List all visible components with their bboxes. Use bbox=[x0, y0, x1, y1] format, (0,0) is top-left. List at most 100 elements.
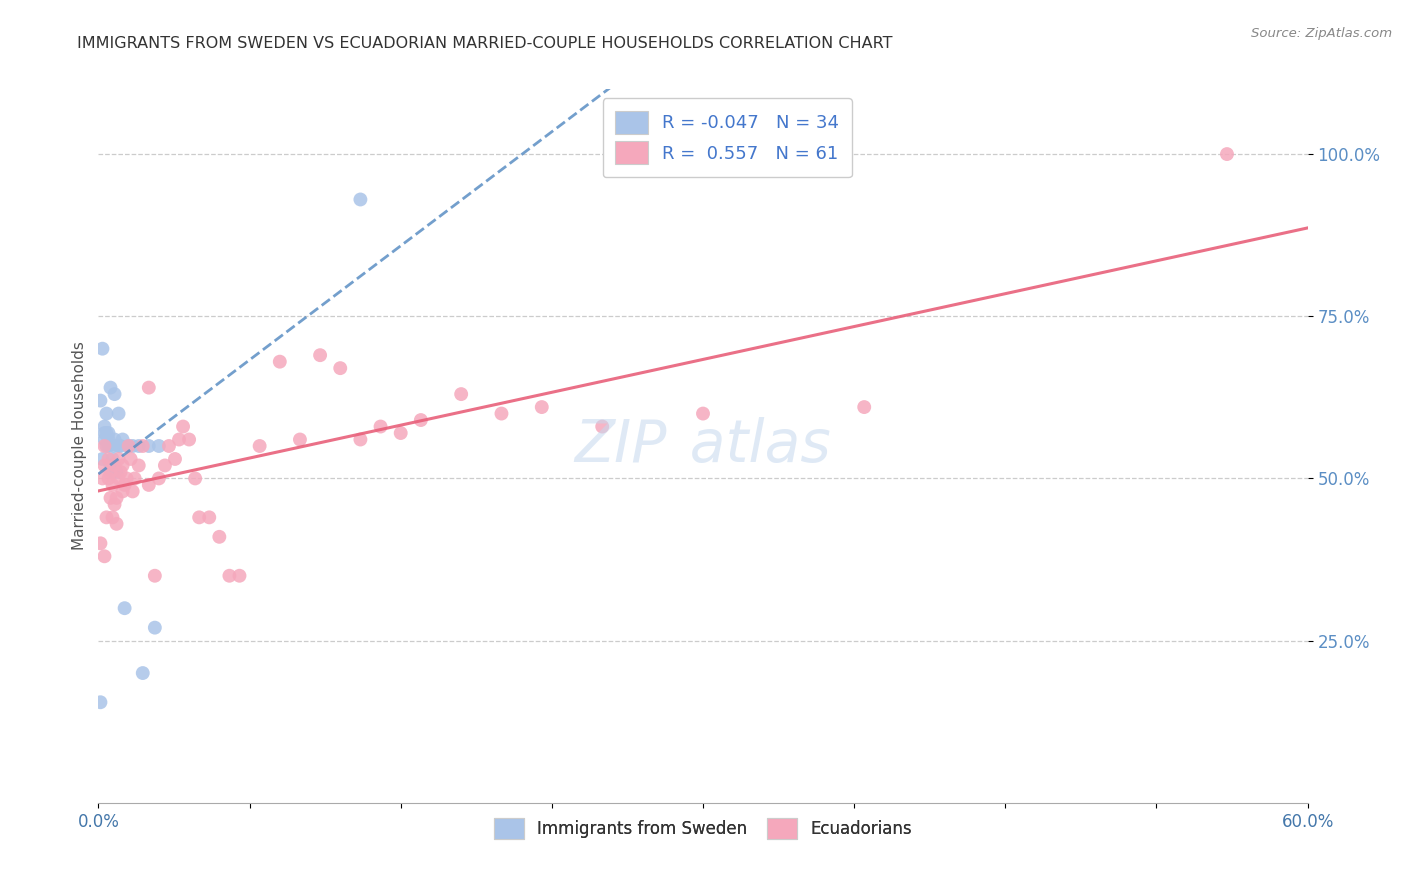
Point bbox=[118, 439, 141, 453]
Point bbox=[148, 439, 170, 453]
Point bbox=[114, 601, 136, 615]
Point bbox=[103, 387, 125, 401]
Point bbox=[228, 568, 250, 582]
Text: IMMIGRANTS FROM SWEDEN VS ECUADORIAN MARRIED-COUPLE HOUSEHOLDS CORRELATION CHART: IMMIGRANTS FROM SWEDEN VS ECUADORIAN MAR… bbox=[77, 36, 893, 51]
Point bbox=[179, 433, 201, 447]
Point bbox=[103, 433, 125, 447]
Point bbox=[143, 568, 166, 582]
Point bbox=[409, 413, 432, 427]
Text: Source: ZipAtlas.com: Source: ZipAtlas.com bbox=[1251, 27, 1392, 40]
Point bbox=[96, 510, 118, 524]
Point bbox=[121, 484, 143, 499]
Point bbox=[96, 407, 118, 421]
Point bbox=[93, 425, 115, 440]
Point bbox=[198, 510, 221, 524]
Legend: Immigrants from Sweden, Ecuadorians: Immigrants from Sweden, Ecuadorians bbox=[486, 811, 920, 846]
Point bbox=[93, 458, 115, 473]
Point bbox=[530, 400, 553, 414]
Point bbox=[101, 465, 124, 479]
Point bbox=[491, 407, 513, 421]
Point bbox=[100, 491, 122, 505]
Point bbox=[269, 354, 291, 368]
Point bbox=[128, 458, 150, 473]
Point bbox=[208, 530, 231, 544]
Point bbox=[105, 516, 128, 531]
Point bbox=[692, 407, 714, 421]
Point bbox=[450, 387, 472, 401]
Point bbox=[93, 439, 115, 453]
Point bbox=[96, 425, 118, 440]
Point bbox=[100, 458, 122, 473]
Point bbox=[121, 439, 143, 453]
Point bbox=[89, 695, 111, 709]
Point bbox=[188, 510, 211, 524]
Point bbox=[97, 471, 120, 485]
Point bbox=[128, 439, 150, 453]
Y-axis label: Married-couple Households: Married-couple Households bbox=[72, 342, 87, 550]
Point bbox=[107, 452, 129, 467]
Point bbox=[89, 536, 111, 550]
Point bbox=[97, 439, 120, 453]
Point bbox=[111, 433, 134, 447]
Point bbox=[107, 471, 129, 485]
Point bbox=[370, 419, 392, 434]
Point bbox=[309, 348, 332, 362]
Point bbox=[184, 471, 207, 485]
Point bbox=[101, 452, 124, 467]
Point bbox=[103, 439, 125, 453]
Point bbox=[172, 419, 194, 434]
Point bbox=[111, 458, 134, 473]
Point bbox=[97, 452, 120, 467]
Point bbox=[591, 419, 613, 434]
Point bbox=[218, 568, 240, 582]
Point bbox=[97, 425, 120, 440]
Point bbox=[115, 471, 138, 485]
Point bbox=[389, 425, 412, 440]
Point bbox=[91, 342, 114, 356]
Point bbox=[143, 621, 166, 635]
Point bbox=[138, 478, 160, 492]
Point bbox=[148, 471, 170, 485]
Point bbox=[163, 452, 186, 467]
Point bbox=[132, 666, 155, 681]
Point bbox=[91, 471, 114, 485]
Point bbox=[107, 439, 129, 453]
Point bbox=[124, 471, 146, 485]
Point bbox=[93, 549, 115, 564]
Point bbox=[96, 439, 118, 453]
Point bbox=[114, 478, 136, 492]
Point bbox=[1216, 147, 1239, 161]
Point bbox=[288, 433, 311, 447]
Point bbox=[100, 381, 122, 395]
Point bbox=[103, 458, 125, 473]
Point bbox=[101, 478, 124, 492]
Point bbox=[89, 393, 111, 408]
Point bbox=[138, 381, 160, 395]
Point bbox=[110, 439, 132, 453]
Point bbox=[329, 361, 352, 376]
Text: ZIP  atlas: ZIP atlas bbox=[575, 417, 831, 475]
Point bbox=[349, 433, 371, 447]
Point bbox=[349, 193, 371, 207]
Point bbox=[111, 484, 134, 499]
Point bbox=[101, 510, 124, 524]
Point bbox=[120, 452, 142, 467]
Point bbox=[105, 491, 128, 505]
Point bbox=[91, 452, 114, 467]
Point bbox=[110, 465, 132, 479]
Point bbox=[157, 439, 180, 453]
Point bbox=[97, 433, 120, 447]
Point bbox=[118, 439, 141, 453]
Point bbox=[93, 419, 115, 434]
Point bbox=[853, 400, 876, 414]
Point bbox=[153, 458, 176, 473]
Point bbox=[249, 439, 271, 453]
Point bbox=[132, 439, 155, 453]
Point bbox=[103, 497, 125, 511]
Point bbox=[93, 433, 115, 447]
Point bbox=[167, 433, 190, 447]
Point bbox=[105, 465, 128, 479]
Point bbox=[107, 407, 129, 421]
Point bbox=[100, 465, 122, 479]
Point bbox=[138, 439, 160, 453]
